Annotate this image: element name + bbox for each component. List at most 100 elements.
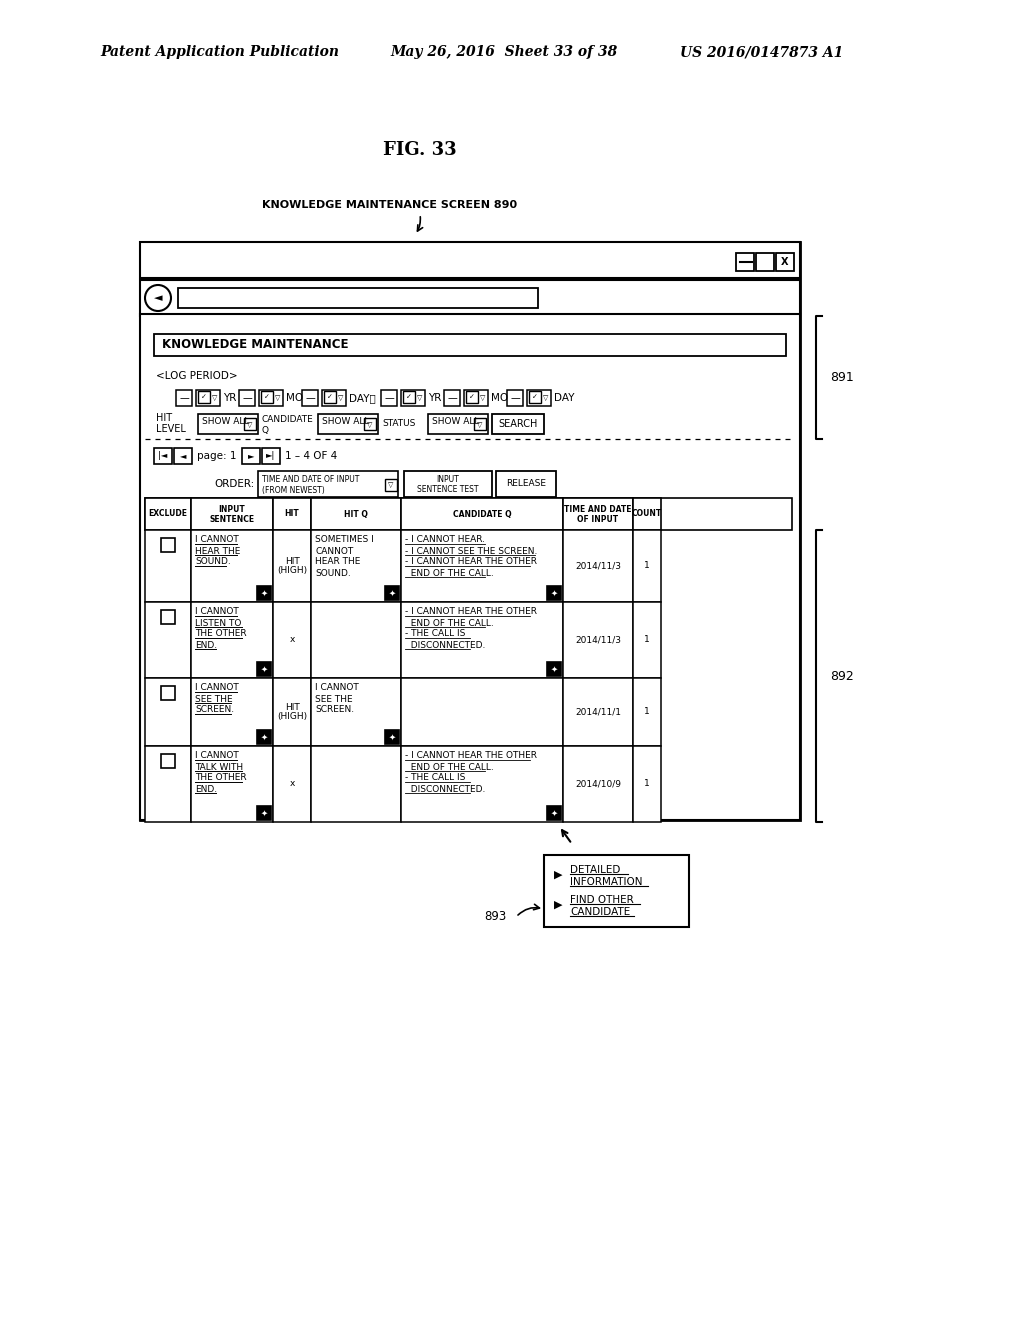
Text: SEARCH: SEARCH xyxy=(499,418,538,429)
Bar xyxy=(161,539,175,552)
Text: SENTENCE TEST: SENTENCE TEST xyxy=(417,486,479,495)
Text: ▽: ▽ xyxy=(248,422,253,428)
Text: 1: 1 xyxy=(644,635,650,644)
Text: ✓: ✓ xyxy=(469,393,475,400)
Text: page: 1: page: 1 xyxy=(197,451,237,461)
Bar xyxy=(273,746,311,822)
Text: CANDIDATE: CANDIDATE xyxy=(570,907,630,917)
Bar xyxy=(507,389,523,407)
Bar xyxy=(311,602,401,678)
Text: HIT: HIT xyxy=(285,557,299,565)
Text: Patent Application Publication: Patent Application Publication xyxy=(100,45,339,59)
Text: ▽: ▽ xyxy=(368,422,373,428)
Text: ✓: ✓ xyxy=(201,393,207,400)
Bar xyxy=(563,678,633,746)
Text: END OF THE CALL.: END OF THE CALL. xyxy=(406,569,494,578)
Text: DAY～: DAY～ xyxy=(349,393,376,403)
Text: I CANNOT: I CANNOT xyxy=(195,536,239,544)
Text: —: — xyxy=(384,393,394,403)
Bar xyxy=(273,602,311,678)
Text: SENTENCE: SENTENCE xyxy=(210,515,255,524)
Text: ▽: ▽ xyxy=(418,395,423,401)
Text: SEE THE: SEE THE xyxy=(315,694,352,704)
Text: —: — xyxy=(179,393,188,403)
Text: SOUND.: SOUND. xyxy=(315,569,351,578)
Text: CANDIDATE Q: CANDIDATE Q xyxy=(453,510,511,519)
Text: SCREEN.: SCREEN. xyxy=(195,705,234,714)
Bar xyxy=(257,586,271,601)
Bar xyxy=(145,678,191,746)
Text: SHOW ALL: SHOW ALL xyxy=(322,417,370,426)
Text: SHOW ALL: SHOW ALL xyxy=(432,417,479,426)
Text: YR: YR xyxy=(223,393,237,403)
Text: ✓: ✓ xyxy=(327,393,333,400)
Bar xyxy=(529,391,541,403)
Text: ▽: ▽ xyxy=(480,395,485,401)
Bar xyxy=(547,663,561,676)
Bar xyxy=(401,498,563,531)
Bar xyxy=(191,531,273,602)
Text: ✦: ✦ xyxy=(551,589,557,598)
Text: SHOW ALL: SHOW ALL xyxy=(202,417,250,426)
Bar xyxy=(385,586,399,601)
Text: ✦: ✦ xyxy=(388,589,395,598)
Bar xyxy=(401,678,563,746)
Bar xyxy=(161,754,175,768)
Text: INPUT: INPUT xyxy=(219,504,246,513)
Text: 1 – 4 OF 4: 1 – 4 OF 4 xyxy=(285,451,337,461)
Text: SOMETIMES I: SOMETIMES I xyxy=(315,536,374,544)
Text: ▽: ▽ xyxy=(275,395,281,401)
Text: - I CANNOT HEAR THE OTHER: - I CANNOT HEAR THE OTHER xyxy=(406,557,537,566)
Bar xyxy=(466,391,478,403)
Text: ✓: ✓ xyxy=(407,393,412,400)
Text: DISCONNECTED.: DISCONNECTED. xyxy=(406,640,485,649)
Text: DETAILED: DETAILED xyxy=(570,865,621,875)
Text: MO: MO xyxy=(490,393,508,403)
Bar xyxy=(324,391,336,403)
Text: KNOWLEDGE MAINTENANCE SCREEN 890: KNOWLEDGE MAINTENANCE SCREEN 890 xyxy=(262,201,517,210)
Bar xyxy=(322,389,346,407)
Bar xyxy=(633,602,662,678)
Text: DISCONNECTED.: DISCONNECTED. xyxy=(406,784,485,793)
Text: ▽: ▽ xyxy=(338,395,344,401)
Bar xyxy=(381,389,397,407)
Bar xyxy=(563,602,633,678)
Text: Q: Q xyxy=(262,425,269,434)
Text: I CANNOT: I CANNOT xyxy=(315,684,358,693)
Text: EXCLUDE: EXCLUDE xyxy=(148,510,187,519)
Text: TIME AND DATE: TIME AND DATE xyxy=(564,504,632,513)
Text: 1: 1 xyxy=(644,561,650,570)
Bar xyxy=(257,807,271,820)
Text: US 2016/0147873 A1: US 2016/0147873 A1 xyxy=(680,45,843,59)
Text: THE OTHER: THE OTHER xyxy=(195,774,247,783)
Text: DAY: DAY xyxy=(554,393,574,403)
Bar xyxy=(154,447,172,465)
Text: —: — xyxy=(305,393,314,403)
Text: 2014/11/1: 2014/11/1 xyxy=(575,708,621,717)
Text: ✦: ✦ xyxy=(260,589,267,598)
Bar xyxy=(273,678,311,746)
Text: ◄: ◄ xyxy=(180,451,186,461)
Text: END.: END. xyxy=(195,784,217,793)
Text: —: — xyxy=(447,393,457,403)
Bar xyxy=(191,746,273,822)
Bar xyxy=(544,855,689,927)
Bar xyxy=(145,498,191,531)
Bar xyxy=(464,389,488,407)
Bar xyxy=(401,389,425,407)
Bar xyxy=(145,746,191,822)
Text: HEAR THE: HEAR THE xyxy=(195,546,241,556)
Bar xyxy=(401,746,563,822)
Text: HIT Q: HIT Q xyxy=(344,510,368,519)
Text: - THE CALL IS: - THE CALL IS xyxy=(406,774,465,783)
Bar xyxy=(633,678,662,746)
Bar xyxy=(492,414,544,434)
Bar xyxy=(191,602,273,678)
Text: x: x xyxy=(290,780,295,788)
Bar xyxy=(244,418,256,430)
Text: INPUT: INPUT xyxy=(436,475,460,484)
Text: RELEASE: RELEASE xyxy=(506,479,546,488)
Text: 1: 1 xyxy=(644,708,650,717)
Text: END OF THE CALL.: END OF THE CALL. xyxy=(406,763,494,771)
Bar xyxy=(311,746,401,822)
